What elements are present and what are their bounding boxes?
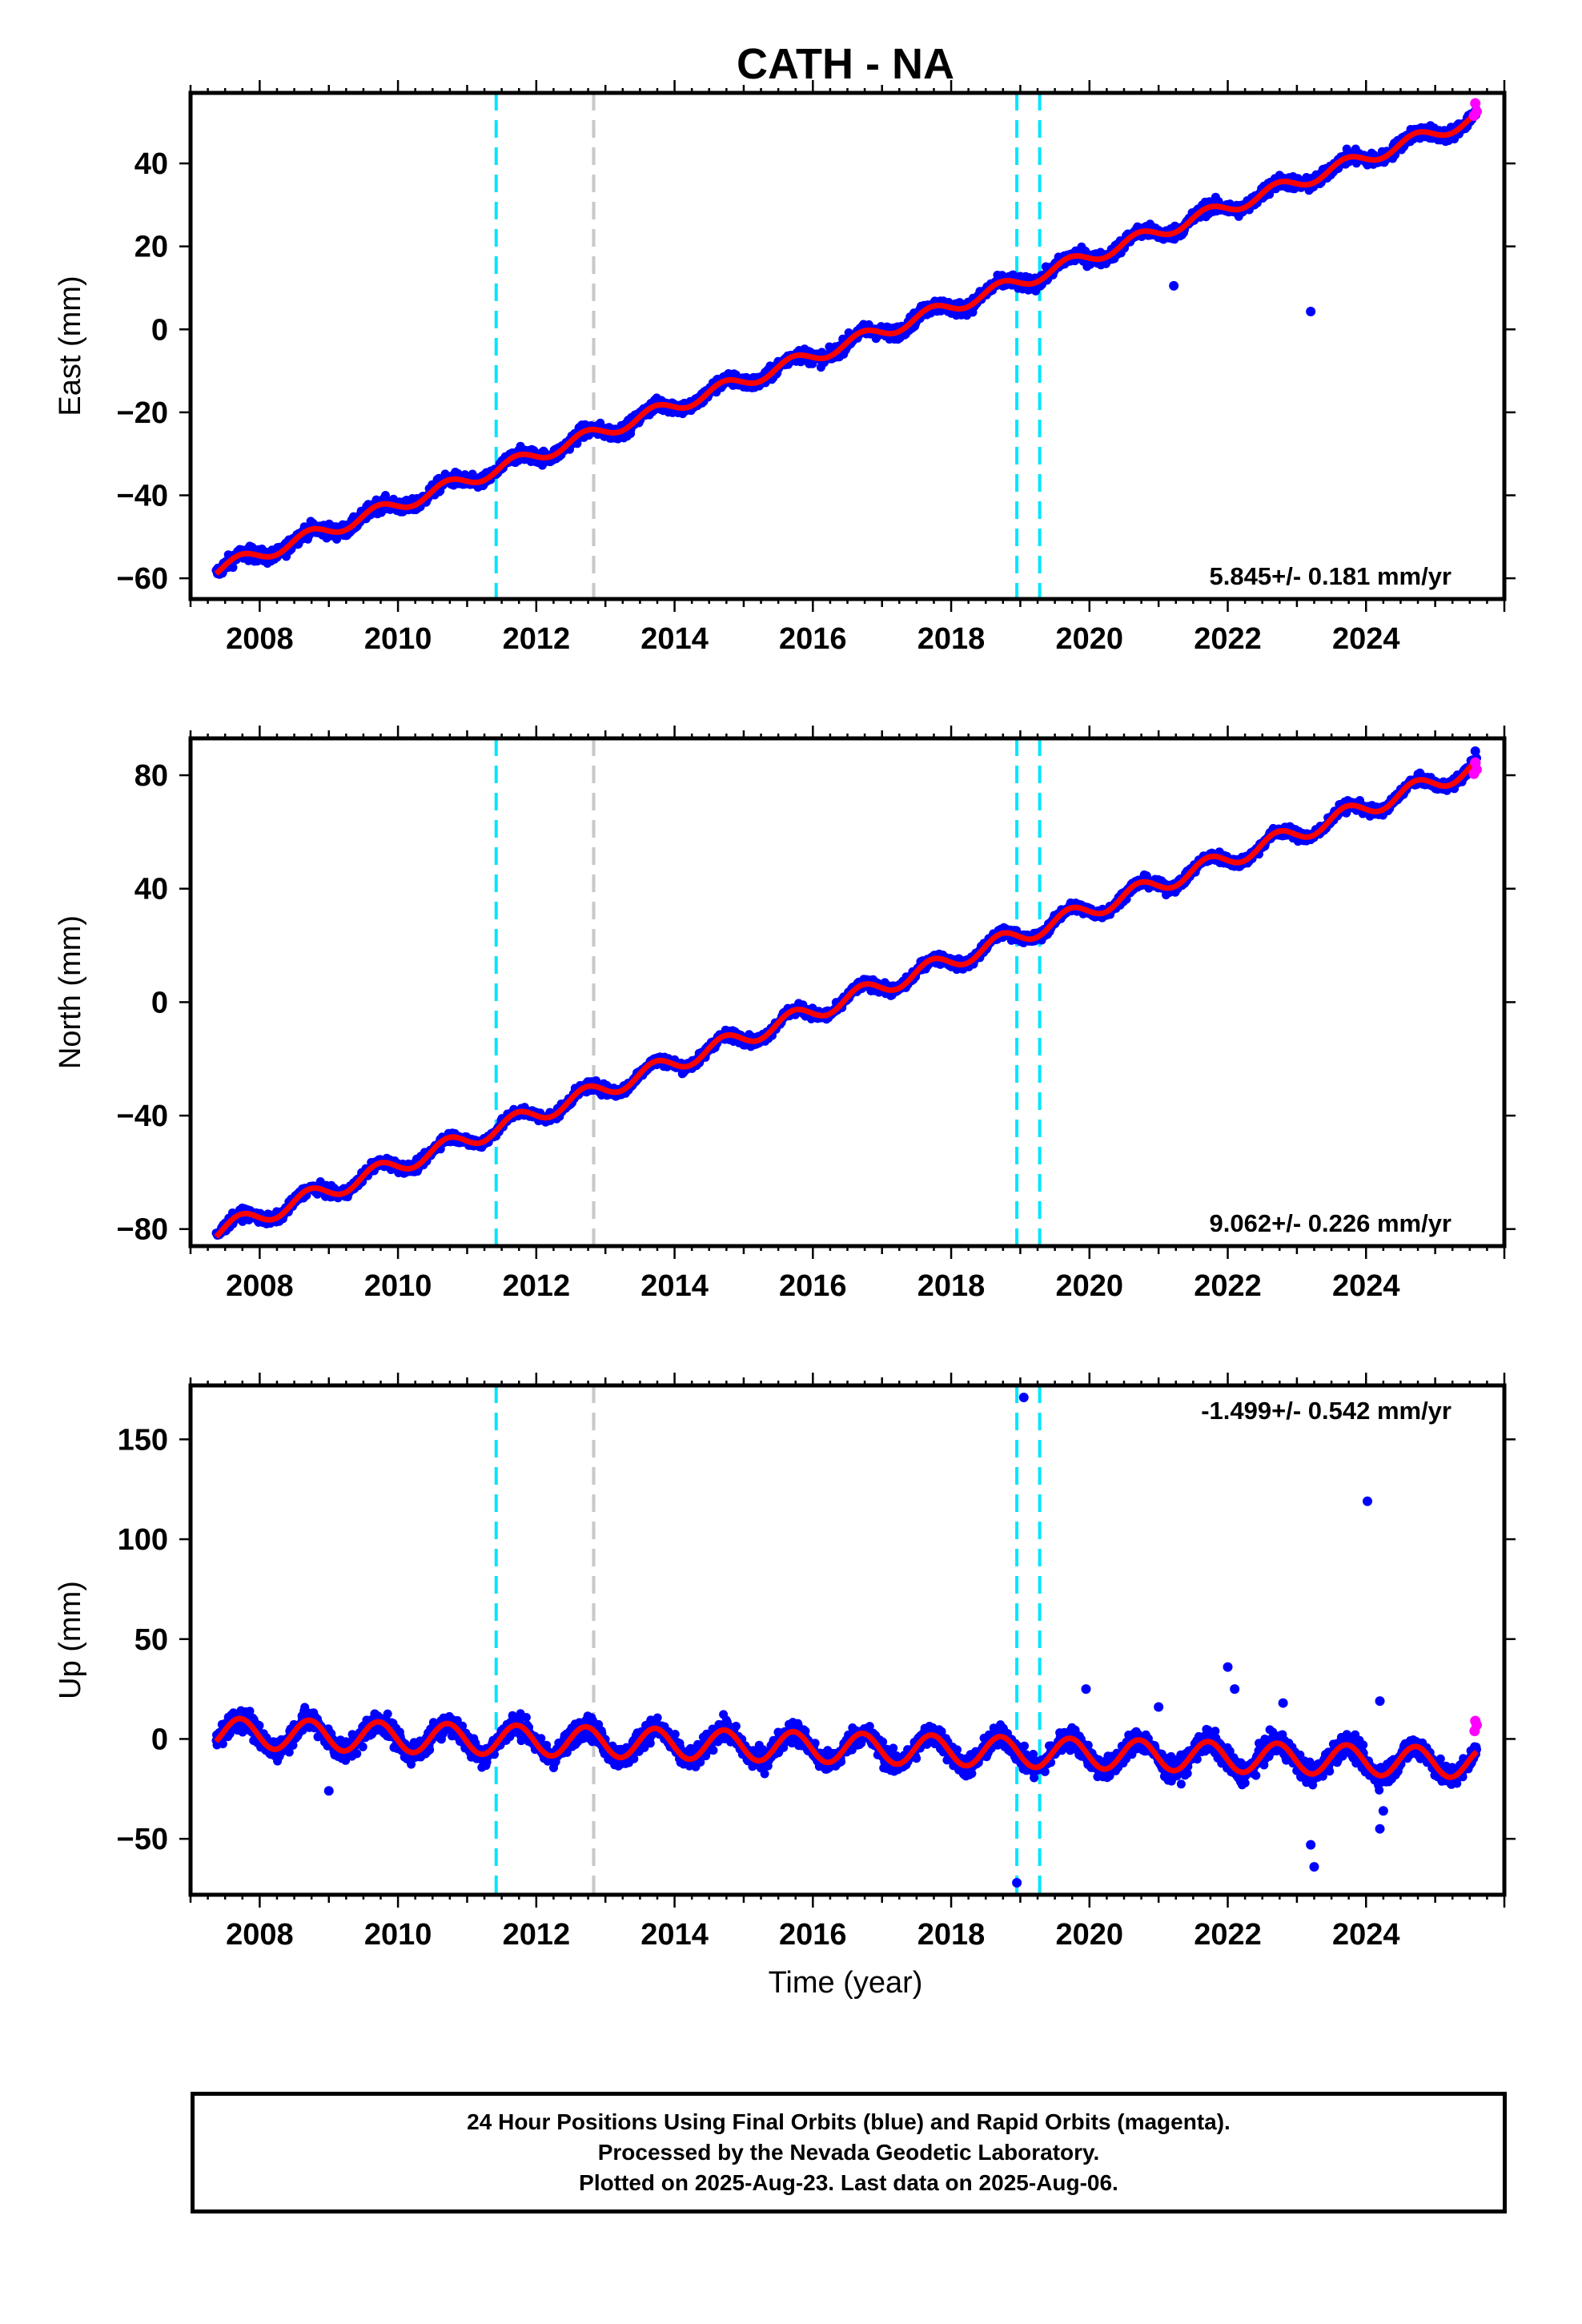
north-plot-area (211, 738, 1482, 1246)
east-x-tick-label: 2024 (1332, 622, 1400, 656)
north-panel: 2008 2010 2012 2014 2016 2018 2020 2022 2024−80−… (54, 726, 1516, 1303)
east-panel: 2008 2010 2012 2014 2016 2018 2020 2022 2024 −60 −… (54, 80, 1516, 656)
east-data-point (228, 563, 238, 573)
east-model-line (214, 111, 1479, 576)
east-y-tick-label: 40 (135, 147, 168, 181)
east-y-axis-label: East (mm) (54, 275, 87, 416)
east-y-tick-label: −40 (117, 479, 168, 513)
east-x-tick-label: 2008 (226, 622, 294, 656)
east-x-tick-label: 2022 (1194, 622, 1262, 656)
east-outlier-point (1169, 280, 1179, 291)
east-y-tick-label: 20 (135, 231, 168, 264)
east-y-tick-label: −20 (117, 396, 168, 430)
panels: 2008 2010 2012 2014 2016 2018 2020 2022 2024 −60 −… (54, 80, 1516, 1952)
east-rapid-orbit-point (1468, 110, 1480, 121)
east-x-tick-label: 2012 (503, 622, 571, 656)
east-plot-area (211, 93, 1482, 599)
east-x-tick-label: 2010 (364, 622, 432, 656)
east-x-tick-label: 2018 (917, 622, 986, 656)
east-x-tick-label: 2014 (640, 622, 709, 656)
east-x-tick-label: 2016 (779, 622, 847, 656)
east-outlier-point (1306, 307, 1316, 317)
east-y-tick-label: −60 (117, 562, 168, 596)
east-x-tick-label: 2020 (1056, 622, 1124, 656)
chart-title: CATH - NA (737, 40, 954, 88)
east-y-tick-label: 0 (151, 313, 168, 347)
east-rapid-orbit-point (1470, 98, 1481, 109)
east-rate-label: 5.845+/- 0.181 mm/yr (1210, 562, 1452, 590)
